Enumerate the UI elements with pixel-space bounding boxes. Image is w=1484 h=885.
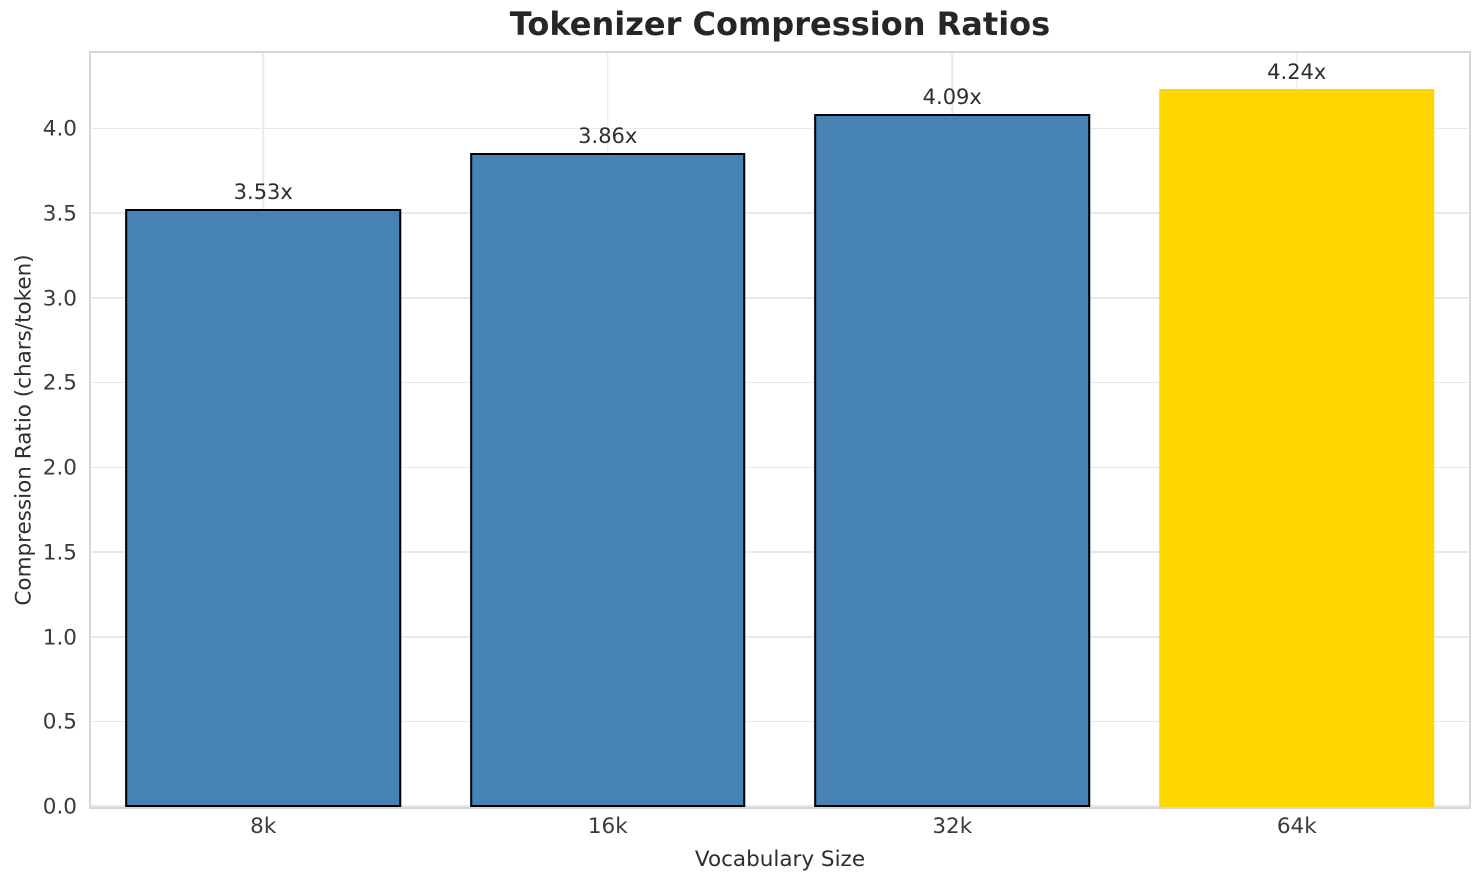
y-tick-label: 0.0 — [42, 794, 77, 820]
h-gridline — [91, 127, 1469, 130]
h-gridline — [91, 381, 1469, 384]
x-axis-label: Vocabulary Size — [694, 847, 866, 872]
h-gridline — [91, 297, 1469, 299]
h-gridline — [91, 551, 1469, 553]
y-tick-label: 3.0 — [42, 286, 77, 312]
bar-value-label: 3.53x — [233, 179, 293, 204]
x-tick-label: 64k — [1276, 814, 1317, 839]
y-tick-label: 4.0 — [42, 116, 77, 142]
bar-value-label: 4.24x — [1267, 59, 1327, 84]
x-tick-label: 32k — [932, 814, 973, 839]
h-gridline — [91, 720, 1469, 723]
bar-value-label: 3.86x — [578, 123, 638, 148]
y-tick-label: 0.5 — [42, 709, 77, 735]
h-gridline — [91, 635, 1469, 638]
h-gridline — [91, 805, 1469, 807]
chart-title: Tokenizer Compression Ratios — [509, 5, 1051, 43]
bar-16k — [469, 152, 746, 807]
h-gridline — [91, 466, 1469, 469]
x-tick-label: 8k — [250, 814, 277, 839]
h-gridline — [91, 212, 1469, 214]
bar-32k — [814, 114, 1091, 807]
plot-area: 3.53x 3.86x 4.09x 4.24x — [89, 51, 1471, 809]
y-tick-label: 1.5 — [42, 540, 77, 566]
y-tick-label: 3.5 — [42, 201, 77, 227]
y-tick-label: 2.5 — [42, 370, 77, 396]
y-tick-label: 2.0 — [42, 455, 77, 481]
y-tick-label: 1.0 — [42, 625, 77, 651]
x-tick-labels: 8k 16k 32k 64k — [91, 814, 1469, 844]
bar-value-label: 4.09x — [922, 85, 982, 109]
bar-8k — [125, 208, 402, 807]
y-tick-labels: 0.0 0.5 1.0 1.5 2.0 2.5 3.0 3.5 4.0 — [0, 53, 77, 820]
bar-64k — [1158, 88, 1435, 807]
x-tick-label: 16k — [587, 814, 628, 839]
